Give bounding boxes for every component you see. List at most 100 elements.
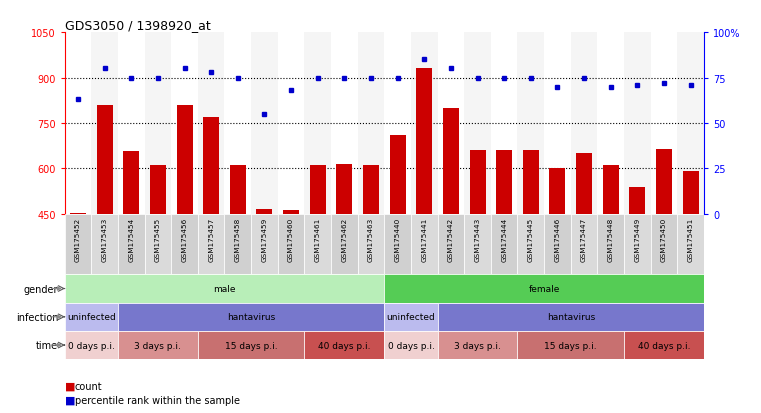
Text: GSM175454: GSM175454 [129, 217, 134, 261]
Bar [97, 106, 113, 214]
Bar [251, 33, 278, 214]
Bar [150, 166, 166, 214]
Bar [256, 209, 272, 214]
Text: GSM175448: GSM175448 [608, 217, 613, 261]
Text: GSM175460: GSM175460 [288, 217, 294, 261]
Text: time: time [37, 340, 59, 350]
Bar [118, 331, 198, 359]
Bar [65, 331, 118, 359]
Bar [203, 118, 219, 214]
Bar [304, 33, 331, 214]
Bar [358, 33, 384, 214]
Bar [517, 331, 624, 359]
Bar [224, 33, 251, 214]
Text: GDS3050 / 1398920_at: GDS3050 / 1398920_at [65, 19, 211, 32]
Text: GSM175449: GSM175449 [635, 217, 640, 261]
Bar [576, 154, 592, 214]
Bar [224, 214, 251, 275]
Text: 3 days p.i.: 3 days p.i. [454, 341, 501, 350]
Bar [283, 211, 299, 214]
Text: male: male [213, 284, 236, 293]
Bar [171, 214, 198, 275]
Bar [65, 303, 118, 331]
Bar [656, 150, 672, 214]
Bar [491, 214, 517, 275]
Bar [304, 214, 331, 275]
Text: GSM175456: GSM175456 [182, 217, 187, 261]
Bar [411, 33, 438, 214]
Bar [470, 151, 486, 214]
Bar [118, 214, 145, 275]
Text: infection: infection [16, 312, 59, 322]
Bar [549, 169, 565, 214]
Text: GSM175445: GSM175445 [528, 217, 533, 261]
Text: GSM175450: GSM175450 [661, 217, 667, 261]
Text: GSM175441: GSM175441 [422, 217, 427, 261]
Text: GSM175463: GSM175463 [368, 217, 374, 261]
Text: female: female [528, 284, 560, 293]
Bar [683, 172, 699, 214]
Bar [198, 331, 304, 359]
Bar [171, 33, 198, 214]
Bar [91, 214, 118, 275]
Bar [571, 214, 597, 275]
Text: 3 days p.i.: 3 days p.i. [135, 341, 181, 350]
Bar [65, 33, 91, 214]
Text: GSM175451: GSM175451 [688, 217, 693, 261]
Bar [118, 303, 384, 331]
Bar [145, 33, 171, 214]
Text: GSM175459: GSM175459 [262, 217, 267, 261]
Bar [65, 214, 91, 275]
Bar [597, 33, 624, 214]
Text: GSM175458: GSM175458 [235, 217, 240, 261]
Bar [629, 187, 645, 214]
Bar [416, 69, 432, 214]
Bar [278, 214, 304, 275]
Bar [624, 331, 704, 359]
Text: 40 days p.i.: 40 days p.i. [318, 341, 371, 350]
Text: hantavirus: hantavirus [227, 313, 275, 321]
Text: GSM175461: GSM175461 [315, 217, 320, 261]
Bar [464, 33, 491, 214]
Bar [677, 33, 704, 214]
Text: 0 days p.i.: 0 days p.i. [387, 341, 435, 350]
Bar [496, 151, 512, 214]
Text: 15 days p.i.: 15 days p.i. [224, 341, 278, 350]
Bar [624, 214, 651, 275]
Text: GSM175440: GSM175440 [395, 217, 400, 261]
Bar [177, 106, 193, 214]
Bar [491, 33, 517, 214]
Bar [384, 214, 411, 275]
Bar [443, 109, 459, 214]
Bar [251, 214, 278, 275]
Bar [331, 33, 358, 214]
Bar [624, 33, 651, 214]
Bar [571, 33, 597, 214]
Bar [304, 331, 384, 359]
Text: uninfected: uninfected [387, 313, 435, 321]
Text: 40 days p.i.: 40 days p.i. [638, 341, 690, 350]
Bar [517, 214, 544, 275]
Bar [384, 303, 438, 331]
Bar [384, 275, 704, 303]
Text: count: count [75, 381, 102, 391]
Bar [438, 331, 517, 359]
Text: percentile rank within the sample: percentile rank within the sample [75, 395, 240, 405]
Text: hantavirus: hantavirus [546, 313, 595, 321]
Bar [544, 214, 571, 275]
Text: gender: gender [24, 284, 59, 294]
Bar [331, 214, 358, 275]
Text: GSM175447: GSM175447 [581, 217, 587, 261]
Bar [651, 33, 677, 214]
Bar [336, 164, 352, 214]
Text: uninfected: uninfected [67, 313, 116, 321]
Text: GSM175443: GSM175443 [475, 217, 480, 261]
Text: GSM175455: GSM175455 [155, 217, 161, 261]
Text: GSM175446: GSM175446 [555, 217, 560, 261]
Text: GSM175442: GSM175442 [448, 217, 454, 261]
Bar [677, 214, 704, 275]
Bar [358, 214, 384, 275]
Bar [65, 275, 384, 303]
Bar [390, 136, 406, 214]
Bar [363, 166, 379, 214]
